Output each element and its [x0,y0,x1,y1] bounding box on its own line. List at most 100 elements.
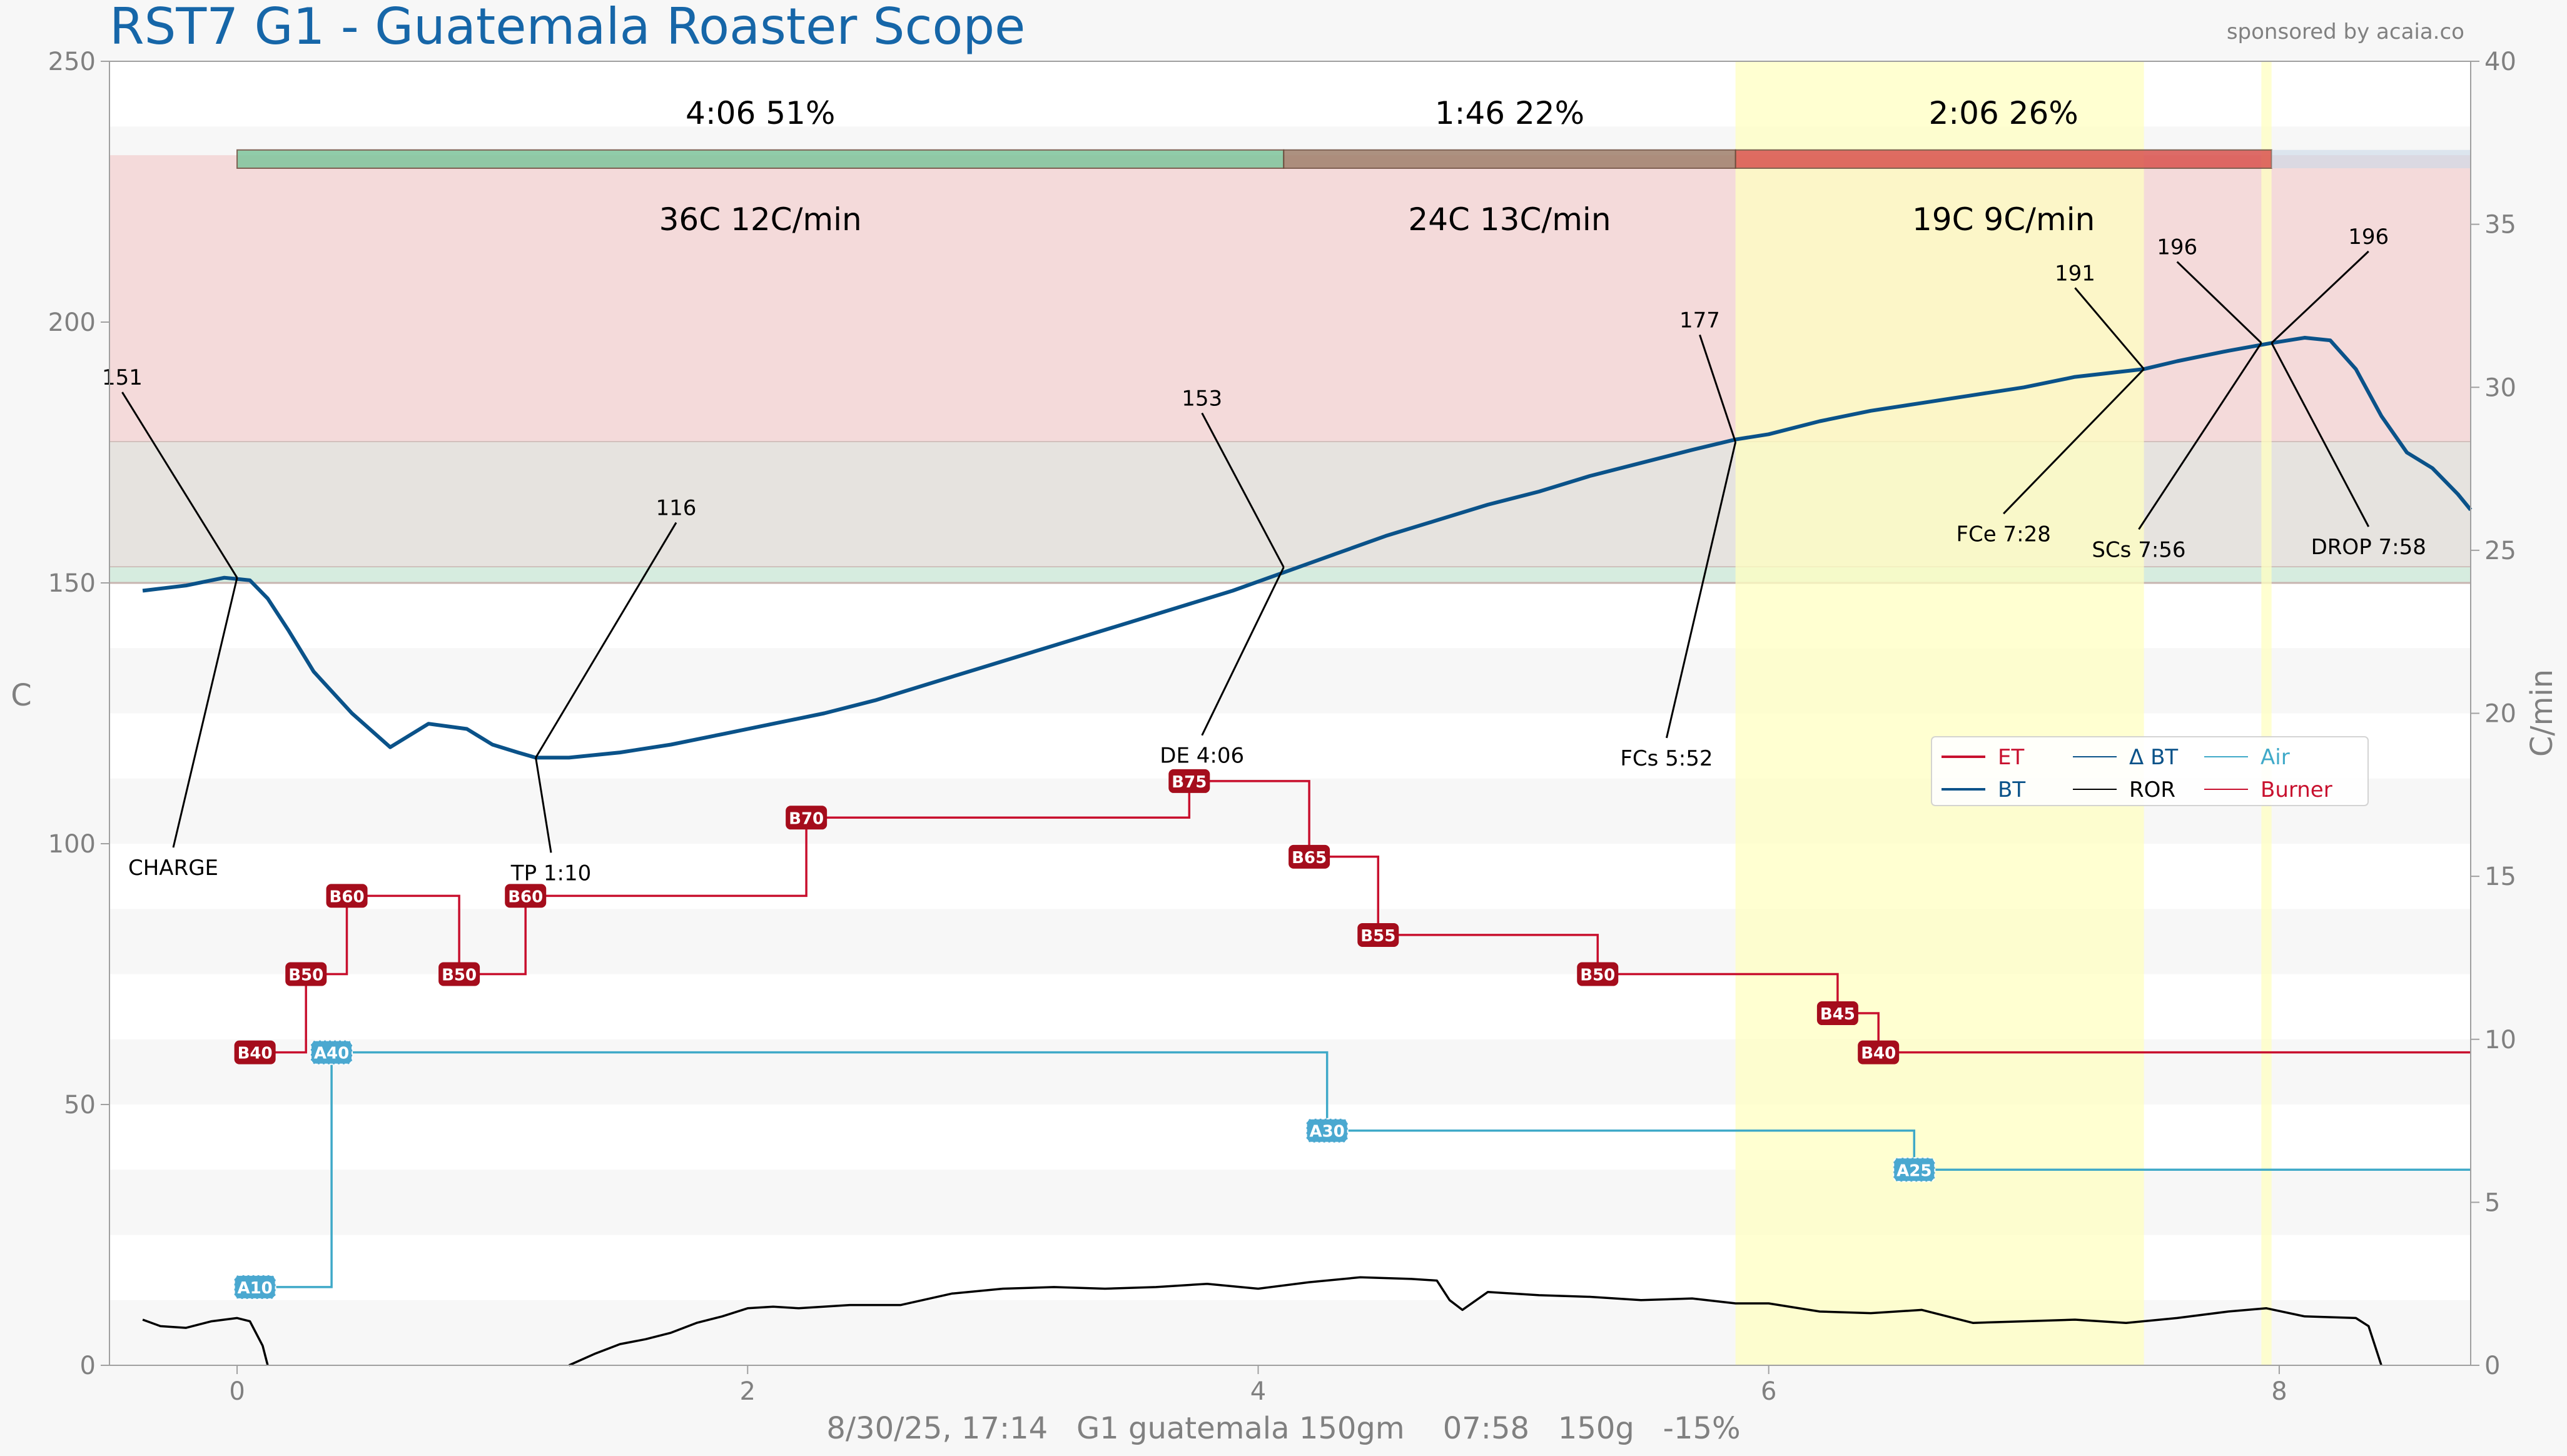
legend-label-ror: ROR [2129,777,2175,802]
annotation-value: 177 [1679,308,1720,333]
burner-marker: B55 [1360,927,1395,946]
phase-bar-drying [236,149,1285,169]
y2-axis-label: C/min [2524,669,2559,757]
annotation-label: FCs 5:52 [1620,746,1713,771]
sponsor-text: sponsored by acaia.co [2227,19,2464,44]
air-marker-box [1893,1157,1936,1183]
legend-label-air: Air [2261,745,2290,770]
y-axis-label: C [11,678,32,713]
burner-marker: B60 [508,887,543,906]
y2-tick-label: 5 [2484,1188,2500,1217]
y2-tick-label: 20 [2484,700,2516,729]
burner-marker-box [438,962,480,986]
burner-marker: B40 [238,1044,273,1063]
burner-marker: B45 [1820,1005,1855,1024]
burner-marker: B70 [789,809,824,828]
y-tick-label: 50 [64,1091,96,1120]
y2-tick-label: 10 [2484,1026,2516,1054]
annotation-label: DE 4:06 [1160,744,1244,769]
phase-rise-drying: 36C 12C/min [659,201,862,238]
annotation-value: 151 [102,365,143,390]
phase-time-drying: 4:06 51% [686,95,835,131]
burner-marker: B50 [288,966,323,985]
annotation-leader [2176,261,2262,344]
y-tick-label: 150 [48,569,96,598]
annotation-value: 196 [2157,235,2197,260]
annotation-label: SCs 7:56 [2092,537,2185,562]
air-marker-box [1305,1118,1349,1143]
legend-label-burner: Burner [2261,777,2332,802]
phase-bar-maillard [1283,149,1736,169]
legend-label-bt: BT [1998,777,2025,802]
legend-label-et: ET [1998,745,2024,770]
annotation-label: CHARGE [128,856,218,881]
x-tick-label: 4 [1250,1377,1266,1406]
legend-label-delta_bt: Δ BT [2129,745,2178,770]
annotation-label: FCe 7:28 [1956,522,2050,547]
annotation-leader [1201,412,1285,568]
annotation-value: 191 [2055,261,2095,286]
phase-time-development: 2:06 26% [1929,95,2078,131]
annotation-leader [2074,287,2145,370]
burner-marker-box [326,884,368,908]
annotation-leader [2138,342,2262,530]
series-bt-line [142,336,2473,760]
axes: 0 2 4 6 8 0 50 100 150 200 250 0 5 10 15 20 25 30 35 40 [48,48,2516,1406]
burner-marker-box [1168,769,1210,793]
burner-marker-box [786,806,828,830]
annotation-value: 196 [2348,225,2389,250]
air-marker-box [233,1274,276,1300]
burner-marker: B65 [1292,849,1327,867]
burner-marker: B60 [330,887,365,906]
annotation-label: TP 1:10 [510,861,591,886]
phase-rise-maillard: 24C 13C/min [1408,201,1611,238]
highlight-span [1735,61,2144,1365]
burner-marker-box [1289,844,1330,869]
air-marker: A10 [237,1279,272,1298]
y2-tick-label: 0 [2484,1352,2500,1380]
phase-bar-development [1734,149,2272,169]
y-tick-label: 0 [80,1352,96,1380]
series-ror-line-2 [568,1276,2382,1367]
y-tick-label: 200 [48,308,96,337]
y-tick-label: 250 [48,48,96,76]
roast-info-footer: 8/30/25, 17:14 G1 guatemala 150gm 07:58 … [826,1411,1740,1446]
air-marker-box [310,1039,353,1065]
annotation-leader [172,577,238,848]
annotation-label: DROP 7:58 [2311,535,2426,560]
x-tick-label: 8 [2271,1377,2287,1406]
burner-marker-box [1357,923,1399,947]
annotation-value: 116 [656,496,697,521]
series-ror-line [142,1317,269,1366]
annotation-leader [535,757,552,853]
plot-area: 4:06 51% 36C 12C/min 1:46 22% 24C 13C/min 2:… [102,61,2473,1367]
burner-marker-box [1577,962,1619,986]
burner-marker-box [234,1040,276,1064]
burner-marker-box [505,884,547,908]
annotation-leader [2003,368,2145,515]
annotation-value: 153 [1182,386,1222,411]
x-tick-label: 2 [740,1377,756,1406]
legend: ET BT Δ BT ROR Air Burner [1931,736,2369,806]
burner-marker-box [1858,1040,1900,1064]
air-marker: A30 [1310,1123,1345,1141]
series-burner-line [237,780,2471,1054]
burner-marker: B50 [442,966,477,985]
page-title: RST7 G1 - Guatemala Roaster Scope [109,0,1025,56]
annotation-leader [535,522,677,759]
burner-marker-box [1816,1001,1858,1026]
air-marker: A40 [314,1044,349,1063]
y2-tick-label: 30 [2484,373,2516,402]
x-tick-label: 6 [1761,1377,1776,1406]
x-tick-label: 0 [229,1377,245,1406]
phase-rise-development: 19C 9C/min [1912,201,2095,238]
y2-tick-label: 35 [2484,211,2516,240]
legend-box [1931,736,2369,806]
burner-marker: B40 [1861,1044,1896,1063]
annotation-leader [1665,442,1737,739]
annotation-leader [1699,334,1737,443]
highlight-span [2261,61,2272,1365]
burner-marker-box [285,962,327,986]
annotation-leader [2271,342,2370,527]
